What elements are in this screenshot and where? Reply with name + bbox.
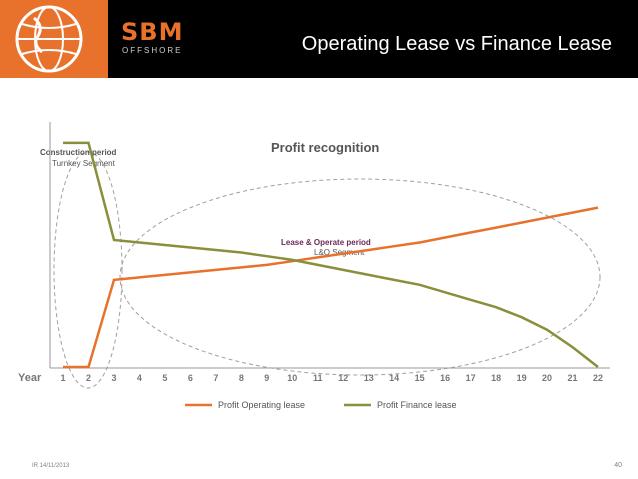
logo-tile (0, 0, 108, 78)
page-number: 40 (614, 462, 622, 469)
x-tick-label: 9 (264, 373, 269, 383)
x-tick-label: 6 (188, 373, 193, 383)
x-tick-label: 20 (542, 373, 552, 383)
slide-header: SBM OFFSHORE Operating Lease vs Finance … (0, 0, 638, 78)
brand-subtitle: OFFSHORE (122, 46, 183, 55)
globe-icon (15, 5, 83, 73)
x-tick-label: 8 (239, 373, 244, 383)
lo-segment-label: L&O Segment (314, 248, 365, 257)
footer-date: IR 14/11/2013 (32, 463, 70, 469)
finance-lease-line (63, 141, 599, 368)
x-tick-label: 14 (389, 373, 399, 383)
x-tick-label: 11 (313, 373, 323, 383)
x-tick-label: 4 (137, 373, 142, 383)
x-tick-label: 21 (568, 373, 578, 383)
x-tick-label: 18 (491, 373, 501, 383)
x-tick-labels: 1 2 3 4 5 6 7 8 9 10 11 12 13 14 15 16 17 18 19 20 21 22 (60, 373, 603, 383)
operating-lease-line (63, 206, 599, 369)
x-tick-label: 10 (287, 373, 297, 383)
lease-operate-period-label: Lease & Operate period (281, 238, 371, 247)
x-tick-label: 7 (213, 373, 218, 383)
x-tick-label: 22 (593, 373, 603, 383)
x-tick-label: 1 (60, 373, 65, 383)
x-tick-label: 12 (338, 373, 348, 383)
x-tick-label: 5 (162, 373, 167, 383)
construction-period-ellipse (53, 151, 123, 389)
construction-period-label: Construction period (40, 148, 117, 157)
x-tick-label: 15 (415, 373, 425, 383)
legend-label-finance: Profit Finance lease (377, 400, 457, 410)
x-tick-label: 19 (517, 373, 527, 383)
x-tick-label: 2 (86, 373, 91, 383)
profit-chart: Profit recognition Construction period T… (18, 122, 610, 410)
chart-title: Profit recognition (271, 140, 379, 155)
lease-operate-period-ellipse (119, 178, 601, 376)
x-tick-label: 13 (364, 373, 374, 383)
slide-title: Operating Lease vs Finance Lease (301, 33, 612, 55)
brand-logo: SBM OFFSHORE (121, 20, 191, 60)
x-axis-label: Year (18, 372, 42, 384)
x-tick-label: 3 (111, 373, 116, 383)
x-tick-label: 17 (466, 373, 476, 383)
legend-label-operating: Profit Operating lease (218, 400, 305, 410)
brand-mark: SBM (121, 18, 184, 46)
turnkey-segment-label: Turnkey Segment (52, 159, 116, 168)
x-tick-label: 16 (440, 373, 450, 383)
